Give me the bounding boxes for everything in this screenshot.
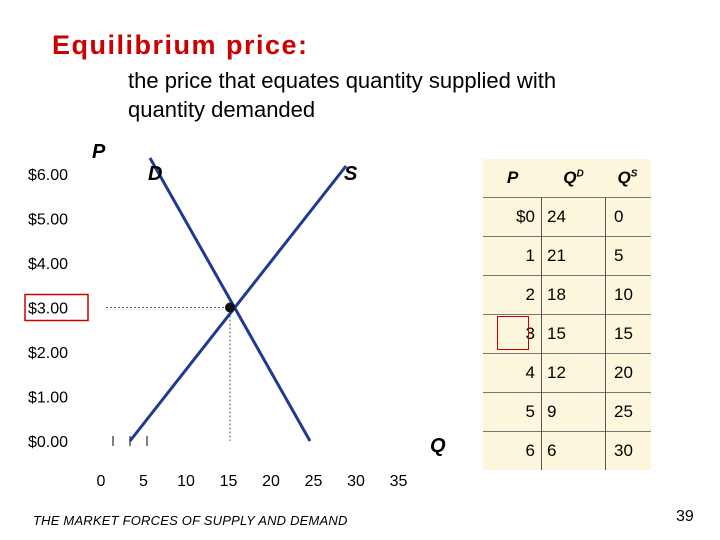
y-tick-label: $2.00	[28, 345, 68, 362]
x-tick-label: 35	[390, 473, 408, 490]
quantity-supplied-cell: 20	[614, 363, 633, 382]
table-row: 6 6 30	[483, 431, 651, 470]
quantity-demanded-cell: 24	[541, 197, 606, 237]
x-tick-label: 5	[139, 473, 148, 490]
table-row: $0 24 0	[483, 197, 651, 237]
quantity-supplied-cell: 25	[614, 402, 633, 421]
price-cell: 1	[483, 236, 542, 276]
table-row: 4 12 20	[483, 353, 651, 393]
demand-curve-label: D	[148, 163, 162, 185]
quantity-demanded-cell: 15	[541, 314, 606, 354]
price-cell: 2	[483, 275, 542, 315]
slide-title: Equilibrium price:	[52, 30, 309, 60]
table-row: 2 18 10	[483, 275, 651, 315]
x-tick-label: 25	[305, 473, 323, 490]
schedule-table: P QD QS $0 24 0 1 21 5 2 18 10 3 15 15 4 12 20 5 9 25 6 6 30	[483, 159, 651, 470]
price-cell: 3	[483, 314, 542, 354]
quantity-supplied-cell: 10	[614, 285, 633, 304]
page-number: 39	[676, 508, 694, 525]
footer-text: THE MARKET FORCES OF SUPPLY AND DEMAND	[33, 513, 348, 528]
y-tick-highlight-box	[24, 293, 89, 322]
slide-subtitle: the price that equates quantity supplied…	[128, 68, 557, 122]
price-cell: 5	[483, 392, 542, 432]
quantity-demanded-cell: 18	[541, 275, 606, 315]
price-cell: 6	[483, 431, 542, 470]
x-tick-label: 20	[262, 473, 280, 490]
equilibrium-point	[225, 302, 235, 313]
quantity-demanded-cell: 12	[541, 353, 606, 393]
quantity-demanded-cell: 21	[541, 236, 606, 276]
quantity-demanded-cell: 6	[541, 431, 606, 470]
quantity-demanded-cell: 9	[541, 392, 606, 432]
quantity-supplied-cell: 0	[614, 207, 624, 226]
price-cell: $0	[483, 197, 542, 237]
supply-curve	[128, 165, 348, 442]
equilibrium-row-highlight	[497, 316, 529, 350]
y-tick-label: $5.00	[28, 212, 68, 229]
x-tick-label: 10	[177, 473, 195, 490]
header-price: P	[507, 168, 519, 187]
table-row: 3 15 15	[483, 314, 651, 354]
table-header-row: P QD QS	[483, 159, 651, 198]
header-quantity-demanded: QD	[563, 168, 584, 187]
y-tick-label: $4.00	[28, 256, 68, 273]
x-tick-label: 0	[97, 473, 106, 490]
table-row: 1 21 5	[483, 236, 651, 276]
table-row: 5 9 25	[483, 392, 651, 432]
y-tick-label: $3.00	[28, 301, 68, 318]
price-cell: 4	[483, 353, 542, 393]
demand-curve	[148, 157, 312, 442]
y-tick-label: $6.00	[28, 167, 68, 184]
x-axis-label: Q	[430, 435, 446, 457]
supply-curve-label: S	[344, 163, 358, 185]
y-tick-label: $1.00	[28, 390, 68, 407]
supply-demand-chart: $0.00 $1.00 $2.00 $3.00 $4.00 $5.00 $6.00 0 5 10 1…	[24, 141, 446, 490]
header-quantity-supplied: QS	[617, 168, 638, 187]
y-tick-label: $0.00	[28, 434, 68, 451]
x-tick-label: 15	[220, 473, 238, 490]
quantity-supplied-cell: 30	[614, 441, 633, 460]
quantity-supplied-cell: 15	[614, 324, 633, 343]
quantity-supplied-cell: 5	[614, 246, 624, 265]
x-tick-label: 30	[347, 473, 365, 490]
y-axis-label: P	[92, 141, 106, 163]
